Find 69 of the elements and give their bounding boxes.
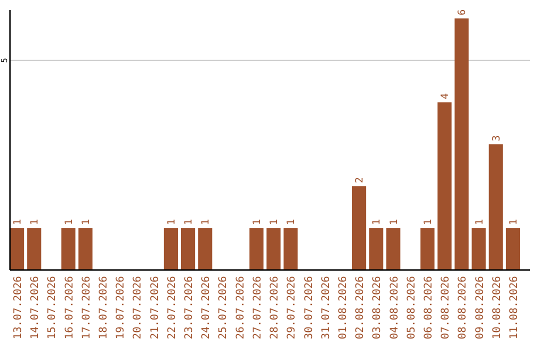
data-label: 1 xyxy=(508,219,520,226)
bar xyxy=(266,228,281,270)
data-label: 1 xyxy=(166,219,178,226)
bar xyxy=(181,228,196,270)
x-tick-label: 31.07.2026 xyxy=(320,276,332,340)
data-label: 1 xyxy=(474,219,486,226)
bar xyxy=(198,228,212,270)
bar xyxy=(369,228,384,270)
x-tick-label: 22.07.2026 xyxy=(166,276,178,340)
data-label: 1 xyxy=(422,219,434,226)
x-tick-label: 20.07.2026 xyxy=(132,276,144,340)
bar xyxy=(249,228,264,270)
bar xyxy=(284,228,298,270)
x-tick-label: 13.07.2026 xyxy=(12,276,24,340)
bar xyxy=(506,228,520,270)
data-label: 1 xyxy=(286,219,298,226)
x-tick-label: 11.08.2026 xyxy=(508,276,520,340)
bar xyxy=(472,228,486,270)
x-tick-label: 30.07.2026 xyxy=(302,276,315,340)
data-label: 4 xyxy=(440,93,452,100)
data-label: 1 xyxy=(184,219,195,226)
bar xyxy=(10,228,24,270)
y-tick-label: 5 xyxy=(0,58,9,63)
x-tick-label: 24.07.2026 xyxy=(200,276,212,340)
x-tick-label: 07.08.2026 xyxy=(440,276,452,340)
x-tick-label: 18.07.2026 xyxy=(98,276,110,340)
x-tick-label: 21.07.2026 xyxy=(148,276,161,340)
x-tick-label: 03.08.2026 xyxy=(371,276,384,340)
data-label: 1 xyxy=(252,219,263,226)
x-tick-label: 06.08.2026 xyxy=(422,276,434,340)
data-label: 1 xyxy=(12,219,24,226)
x-tick-label: 16.07.2026 xyxy=(63,276,76,340)
x-tick-label: 05.08.2026 xyxy=(405,276,418,340)
bar xyxy=(78,228,92,270)
x-tick-label: 23.07.2026 xyxy=(183,276,196,340)
data-label: 1 xyxy=(30,219,41,226)
bar xyxy=(352,186,366,270)
data-label: 1 xyxy=(80,219,92,226)
data-label: 1 xyxy=(64,219,75,226)
x-tick-label: 10.08.2026 xyxy=(490,276,503,340)
x-tick-label: 27.07.2026 xyxy=(251,276,264,340)
x-tick-label: 17.07.2026 xyxy=(80,276,92,340)
data-label: 3 xyxy=(491,135,502,142)
bar xyxy=(61,228,76,270)
bar xyxy=(27,228,42,270)
x-tick-label: 15.07.2026 xyxy=(46,276,58,340)
data-label: 1 xyxy=(269,219,280,226)
data-label: 6 xyxy=(457,9,468,16)
x-tick-label: 19.07.2026 xyxy=(114,276,127,340)
bar xyxy=(454,18,469,270)
x-tick-label: 09.08.2026 xyxy=(474,276,486,340)
x-tick-label: 28.07.2026 xyxy=(268,276,281,340)
x-tick-label: 25.07.2026 xyxy=(217,276,230,340)
x-tick-label: 01.08.2026 xyxy=(336,276,349,340)
bar xyxy=(386,228,400,270)
bar xyxy=(488,144,503,270)
bar xyxy=(164,228,178,270)
bar xyxy=(420,228,434,270)
x-tick-label: 02.08.2026 xyxy=(354,276,366,340)
data-label: 2 xyxy=(354,177,366,184)
bar xyxy=(438,102,452,270)
data-label: 1 xyxy=(388,219,400,226)
data-label: 1 xyxy=(372,219,383,226)
x-tick-label: 04.08.2026 xyxy=(388,276,400,340)
x-tick-label: 14.07.2026 xyxy=(29,276,42,340)
data-label: 1 xyxy=(200,219,212,226)
x-tick-label: 26.07.2026 xyxy=(234,276,246,340)
x-tick-label: 29.07.2026 xyxy=(286,276,298,340)
x-tick-label: 08.08.2026 xyxy=(456,276,469,340)
